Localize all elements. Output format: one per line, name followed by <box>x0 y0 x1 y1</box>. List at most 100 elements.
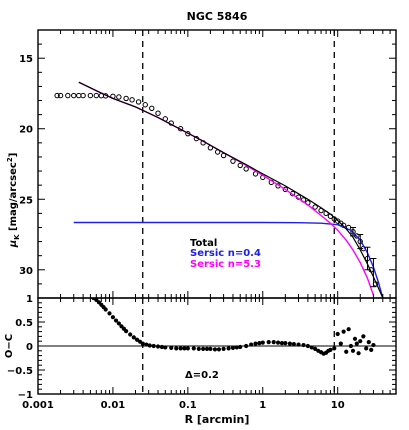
lower-y-tick-label: 0.5 <box>15 318 33 329</box>
observed-point <box>93 92 100 99</box>
residual-point <box>260 340 265 345</box>
residual-point <box>344 349 349 354</box>
lower-y-ticks: 1 0.5 0 −0.5 −1 <box>7 294 396 401</box>
observed-point <box>282 186 289 193</box>
residual-point <box>356 351 361 356</box>
upper-vlines <box>142 30 335 298</box>
legend-sersic-04: Sersic n=0.4 <box>190 248 261 259</box>
upper-y-tick-label: 25 <box>19 195 33 206</box>
x-tick-label: 10 <box>331 400 345 411</box>
residual-point <box>144 342 149 347</box>
observed-point <box>243 166 249 172</box>
residual-point <box>185 346 190 351</box>
residual-point <box>204 346 210 351</box>
residual-point <box>271 340 276 345</box>
residual-point <box>296 342 301 347</box>
residual-point <box>178 346 183 351</box>
observed-point <box>65 92 71 99</box>
residual-point <box>221 346 226 351</box>
residual-point <box>208 346 213 351</box>
residual-point <box>354 341 359 346</box>
error-bar <box>364 246 371 271</box>
upper-y-axis-label: μK [mag/arcsec2] <box>6 153 21 249</box>
residual-point <box>131 335 136 340</box>
residual-point <box>116 321 121 326</box>
observed-point <box>71 92 77 99</box>
residual-annotation: Δ=0.2 <box>185 370 219 381</box>
residual-point <box>348 343 353 349</box>
observed-point <box>54 92 60 99</box>
legend: Total Sersic n=0.4 Sersic n=5.3 <box>190 238 261 270</box>
residual-point <box>313 346 318 351</box>
residual-point <box>212 347 218 352</box>
residual-point <box>309 345 314 350</box>
residual-point <box>275 340 281 345</box>
lower-y-axis-label: O−C <box>4 334 15 358</box>
residual-point <box>283 341 288 346</box>
residual-point <box>196 346 201 351</box>
lower-panel: 1 0.5 0 −0.5 −1 0.001 0.01 0.1 1 10 Δ=0.2 O−C R … <box>4 294 397 426</box>
residual-point <box>366 340 371 345</box>
residual-point <box>201 346 206 351</box>
upper-x-ticks <box>37 30 397 298</box>
residual-point <box>266 340 271 345</box>
residual-point <box>249 342 254 347</box>
observed-point <box>76 92 82 99</box>
observed-point <box>237 162 243 169</box>
chart-title: NGC 5846 <box>187 10 248 23</box>
residual-point <box>253 341 258 346</box>
residual-point <box>361 334 366 339</box>
observed-point <box>135 99 142 105</box>
residual-point <box>110 315 116 320</box>
residual-point <box>358 339 363 344</box>
residual-point <box>230 345 236 351</box>
total-curve <box>78 81 384 298</box>
lower-y-tick-label: 1 <box>26 294 33 305</box>
residual-point <box>301 342 306 348</box>
residual-point <box>191 346 196 351</box>
upper-y-tick-label: 15 <box>19 54 33 65</box>
upper-y-tick-label: 30 <box>19 266 33 277</box>
observed-point <box>116 94 122 100</box>
error-bar <box>370 258 377 288</box>
observed-point <box>312 204 318 210</box>
model-curves <box>73 81 384 298</box>
residual-point <box>257 341 262 346</box>
residual-point <box>147 343 152 348</box>
residual-point <box>169 345 174 351</box>
residual-point <box>174 346 179 351</box>
residual-point <box>128 332 133 337</box>
residual-point <box>182 346 187 351</box>
error-bar <box>349 226 356 237</box>
observed-point <box>149 105 155 111</box>
observed-point <box>155 110 161 116</box>
residual-point <box>140 341 145 346</box>
observed-point <box>230 158 236 164</box>
residual-point <box>234 345 239 350</box>
lower-x-ticks: 0.001 0.01 0.1 1 10 <box>22 298 397 411</box>
observed-point <box>80 92 86 99</box>
residual-point <box>335 331 340 337</box>
residual-point <box>226 346 231 351</box>
upper-panel: 15 20 25 30 Total Sersic n=0.4 Sersic n=5.3… <box>6 29 397 299</box>
residual-point <box>328 347 333 352</box>
x-tick-label: 0.01 <box>101 400 126 411</box>
residual-point <box>338 341 343 346</box>
residual-point <box>103 307 108 312</box>
observed-point <box>123 95 129 102</box>
x-tick-label: 0.001 <box>22 400 54 411</box>
residual-point <box>155 344 161 349</box>
lower-y-tick-label: −0.5 <box>7 366 33 377</box>
residual-point <box>279 341 284 346</box>
residual-point <box>352 336 358 341</box>
error-bars <box>349 226 377 288</box>
observed-point <box>87 92 94 99</box>
lower-y-tick-label: −1 <box>18 390 33 401</box>
residual-point <box>238 344 243 350</box>
upper-y-tick-label: 20 <box>19 125 33 136</box>
observed-point <box>57 92 64 99</box>
legend-total: Total <box>190 238 217 249</box>
residual-point <box>163 345 168 350</box>
residual-point <box>332 346 337 351</box>
